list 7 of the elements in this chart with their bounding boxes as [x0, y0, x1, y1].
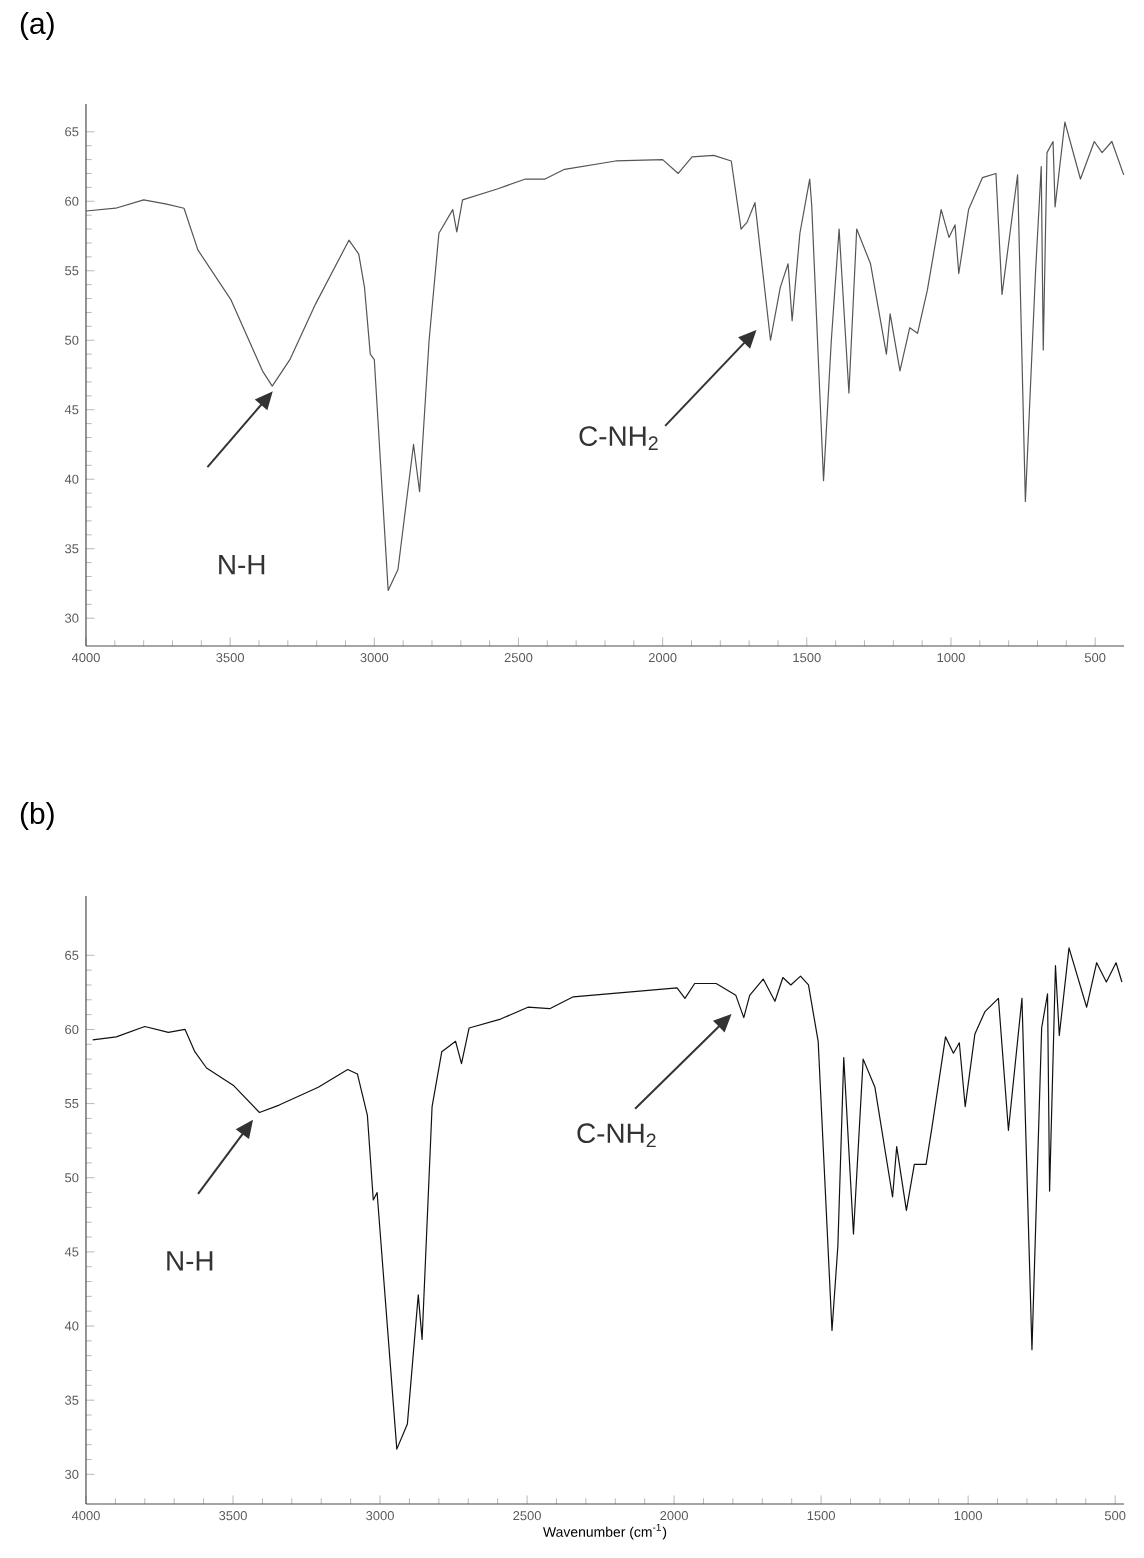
chart-title: (b): [20, 802, 54, 830]
line-series: [92, 947, 1123, 1450]
annotation: C-NH$_{2}$: [577, 1123, 656, 1148]
annotation: N-H: [167, 1251, 213, 1271]
chart-title: (a): [20, 12, 54, 40]
annotation: N-H: [219, 555, 265, 575]
annotation: C-NH$_{2}$: [579, 426, 658, 450]
